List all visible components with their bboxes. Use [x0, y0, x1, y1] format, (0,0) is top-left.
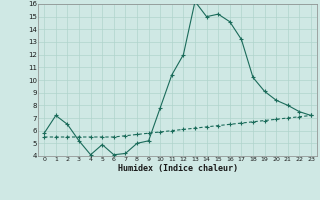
X-axis label: Humidex (Indice chaleur): Humidex (Indice chaleur) — [118, 164, 238, 173]
